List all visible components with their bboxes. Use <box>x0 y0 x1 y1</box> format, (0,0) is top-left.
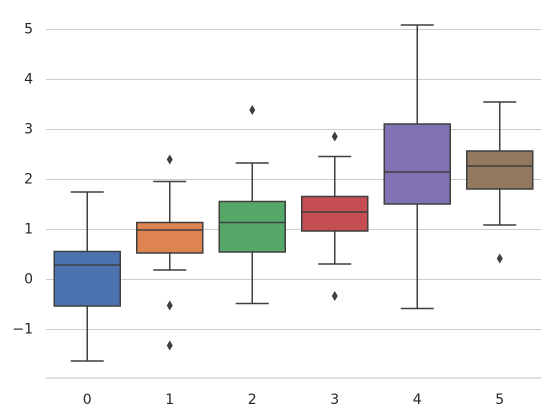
outlier-point <box>249 105 256 115</box>
outlier-point <box>331 131 338 142</box>
x-tick-label: 4 <box>413 392 422 408</box>
grid-lines <box>46 29 541 330</box>
box-group-5 <box>466 101 534 264</box>
y-tick-label: 2 <box>24 172 33 188</box>
outlier-point <box>331 291 338 301</box>
x-tick-label: 3 <box>330 392 339 408</box>
x-tick-label: 2 <box>248 392 257 408</box>
box-iqr <box>383 123 451 205</box>
y-tick-label: 3 <box>24 122 33 138</box>
x-tick-label: 5 <box>495 392 504 408</box>
x-tick-label: 0 <box>83 392 92 408</box>
y-tick-label: 1 <box>24 222 33 238</box>
outlier-point <box>166 300 173 311</box>
box-iqr <box>136 221 204 254</box>
box-iqr <box>218 200 286 253</box>
outlier-point <box>496 253 503 264</box>
box-iqr <box>466 150 534 190</box>
x-tick-label: 1 <box>165 392 174 408</box>
box-iqr <box>301 195 369 232</box>
box-group-0 <box>53 191 121 362</box>
box-group-3 <box>301 131 369 301</box>
box-group-2 <box>218 105 286 305</box>
y-tick-label: −1 <box>12 322 33 338</box>
outlier-point <box>166 340 173 351</box>
boxes <box>53 24 534 362</box>
outlier-point <box>166 154 173 165</box>
y-tick-label: 4 <box>24 72 33 88</box>
box-iqr <box>53 250 121 307</box>
box-group-4 <box>383 24 451 310</box>
y-tick-label: 5 <box>24 22 33 38</box>
box-group-1 <box>136 154 204 351</box>
axes: −1 0 1 2 3 4 5 0 1 2 3 4 5 <box>12 22 541 408</box>
y-tick-label: 0 <box>24 272 33 288</box>
